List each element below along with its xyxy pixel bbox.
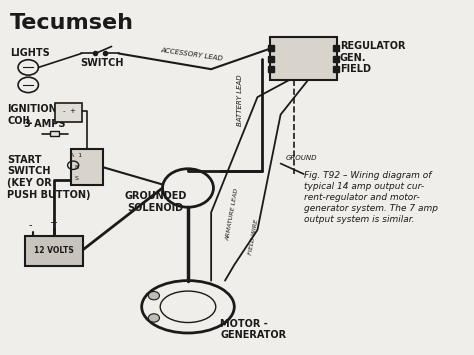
- Text: Tecumseh: Tecumseh: [10, 13, 134, 33]
- Text: GROUNDED
SOLENOID: GROUNDED SOLENOID: [124, 191, 187, 213]
- Text: +: +: [49, 218, 57, 228]
- Text: 12 VOLTS: 12 VOLTS: [34, 246, 73, 255]
- FancyBboxPatch shape: [25, 236, 83, 266]
- Text: generator system. The 7 amp: generator system. The 7 amp: [304, 204, 438, 213]
- Text: ARMATURE LEAD: ARMATURE LEAD: [225, 188, 239, 241]
- Text: Fig. T92 – Wiring diagram of: Fig. T92 – Wiring diagram of: [304, 170, 431, 180]
- Text: rent-regulator and motor-: rent-regulator and motor-: [304, 193, 419, 202]
- FancyBboxPatch shape: [71, 149, 103, 185]
- Text: -  +: - +: [63, 108, 75, 114]
- Text: START
SWITCH
(KEY OR
PUSH BUTTON): START SWITCH (KEY OR PUSH BUTTON): [8, 155, 91, 200]
- Text: 3 AMPS: 3 AMPS: [24, 119, 65, 129]
- Text: IGNITION
COIL: IGNITION COIL: [8, 104, 57, 126]
- Text: MOTOR -
GENERATOR: MOTOR - GENERATOR: [220, 319, 286, 340]
- Bar: [50, 131, 59, 136]
- Circle shape: [148, 291, 159, 300]
- Text: SWITCH: SWITCH: [81, 58, 124, 68]
- Text: GROUND: GROUND: [285, 155, 317, 161]
- Text: -: -: [28, 220, 32, 230]
- Text: output system is similar.: output system is similar.: [304, 215, 414, 224]
- Text: FIELD WIRE: FIELD WIRE: [248, 219, 259, 255]
- Text: ACCESSORY LEAD: ACCESSORY LEAD: [160, 47, 223, 61]
- Circle shape: [148, 314, 159, 322]
- Text: A  1: A 1: [70, 153, 82, 158]
- Text: S: S: [74, 176, 78, 181]
- FancyBboxPatch shape: [270, 37, 337, 80]
- Text: REGULATOR
GEN.
FIELD: REGULATOR GEN. FIELD: [340, 41, 405, 75]
- Text: B: B: [74, 165, 79, 170]
- Text: BATTERY LEAD: BATTERY LEAD: [237, 75, 243, 126]
- FancyBboxPatch shape: [55, 103, 82, 122]
- Text: LIGHTS: LIGHTS: [10, 48, 49, 59]
- Text: typical 14 amp output cur-: typical 14 amp output cur-: [304, 182, 424, 191]
